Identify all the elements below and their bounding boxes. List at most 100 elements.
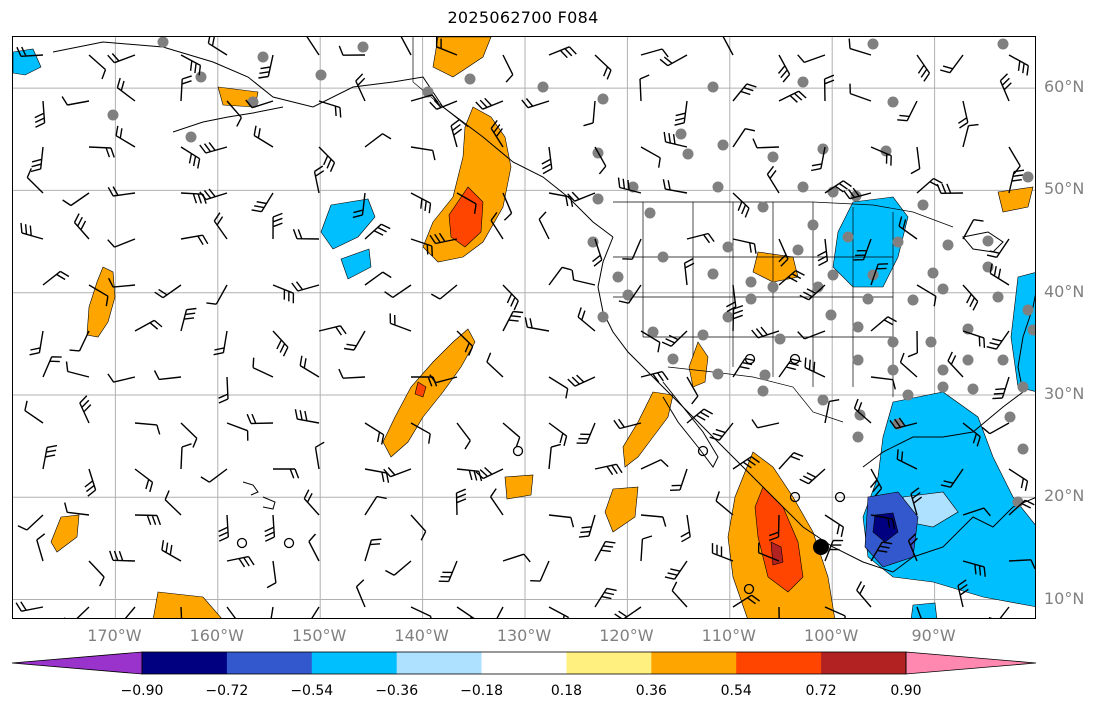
station-dot bbox=[622, 289, 634, 301]
wind-barb bbox=[107, 373, 136, 383]
station-dot bbox=[925, 336, 937, 348]
wind-barb bbox=[797, 54, 826, 64]
wind-barb bbox=[567, 374, 596, 387]
wind-barb bbox=[338, 368, 366, 379]
station-dot bbox=[887, 96, 899, 108]
graticule bbox=[13, 37, 1035, 618]
station-dot bbox=[1012, 496, 1024, 508]
colorbar-segment bbox=[311, 652, 398, 674]
wind-barb bbox=[548, 443, 561, 470]
wind-barb bbox=[799, 284, 826, 301]
wind-barb bbox=[355, 73, 366, 102]
wind-barb bbox=[524, 317, 550, 332]
wind-barb bbox=[364, 495, 387, 516]
coastline-hawaii bbox=[242, 481, 276, 510]
wind-barb bbox=[870, 316, 897, 332]
wind-barbs bbox=[15, 37, 1035, 618]
wind-barb bbox=[502, 284, 519, 311]
wind-barb bbox=[674, 100, 688, 126]
wind-barb bbox=[180, 307, 197, 332]
wind-barb bbox=[385, 560, 412, 576]
wind-barb bbox=[272, 330, 289, 357]
station-dot bbox=[757, 201, 769, 213]
wind-barb bbox=[981, 422, 1010, 435]
wind-barb bbox=[206, 284, 228, 305]
anomaly-region-gulf-peak bbox=[872, 512, 899, 543]
open-station-marker bbox=[834, 491, 846, 503]
wind-barb bbox=[594, 587, 617, 608]
wind-barb bbox=[530, 560, 550, 582]
station-dot bbox=[767, 281, 779, 293]
wind-barb bbox=[686, 232, 715, 244]
wind-barb bbox=[898, 216, 918, 240]
station-dot bbox=[612, 271, 624, 283]
wind-barb bbox=[986, 238, 1010, 258]
coastline-alaska bbox=[52, 41, 614, 238]
colorbar-segment bbox=[821, 652, 907, 674]
station-dot bbox=[817, 394, 829, 406]
wind-barb bbox=[640, 535, 653, 562]
wind-barb bbox=[1008, 468, 1029, 491]
wind-barb bbox=[548, 192, 574, 208]
wind-barb bbox=[711, 543, 734, 562]
station-dot bbox=[827, 269, 839, 281]
anomaly-region-alaska-gulf-west bbox=[13, 48, 42, 76]
wind-barb bbox=[20, 222, 44, 240]
wind-barb bbox=[958, 100, 969, 129]
station-dot bbox=[892, 236, 904, 248]
wind-barb bbox=[364, 271, 392, 286]
wind-barb bbox=[577, 307, 596, 332]
wind-barb bbox=[450, 119, 463, 148]
station-dot bbox=[792, 244, 804, 256]
wind-barb bbox=[824, 606, 846, 618]
station-markers bbox=[107, 37, 1035, 508]
wind-barb bbox=[521, 98, 550, 109]
wind-barb bbox=[578, 514, 596, 538]
wind-barb bbox=[999, 73, 1012, 102]
wind-barb bbox=[640, 459, 669, 470]
wind-barb bbox=[410, 606, 432, 618]
wind-barb bbox=[962, 422, 981, 447]
wind-barb bbox=[594, 54, 612, 80]
wind-barb bbox=[910, 487, 923, 516]
wind-barb bbox=[475, 97, 504, 110]
wind-barb bbox=[88, 284, 109, 307]
wind-barb bbox=[940, 468, 964, 488]
anomaly-region-subtropical-band bbox=[382, 328, 476, 458]
wind-barb bbox=[438, 560, 458, 583]
wind-barb bbox=[294, 409, 320, 424]
wind-barb bbox=[34, 100, 46, 128]
anomaly-region-great-lakes bbox=[997, 186, 1034, 213]
colorbar bbox=[11, 651, 1037, 675]
wind-barb bbox=[26, 168, 44, 194]
wind-barb bbox=[810, 146, 826, 172]
wind-barb bbox=[640, 48, 669, 58]
wind-barb bbox=[109, 550, 136, 562]
station-dot bbox=[185, 131, 197, 143]
open-station-marker bbox=[236, 537, 248, 549]
wind-barb bbox=[778, 358, 802, 378]
longitude-tick-label: 120°W bbox=[599, 626, 654, 645]
station-dot bbox=[797, 76, 809, 88]
wind-barb bbox=[548, 46, 577, 59]
wind-barb bbox=[430, 284, 458, 300]
station-dot bbox=[707, 268, 719, 280]
wind-barb bbox=[709, 422, 734, 441]
wind-barb bbox=[804, 357, 826, 378]
wind-barb bbox=[180, 54, 202, 76]
colorbar-tick-label: 0.54 bbox=[720, 683, 752, 699]
anomaly-region-ne-pacific bbox=[320, 198, 376, 250]
colorbar-tick-label: 0.90 bbox=[890, 683, 922, 699]
anomaly-region-ne-pacific-small bbox=[340, 248, 372, 280]
wind-barb bbox=[571, 270, 596, 286]
wind-barb bbox=[272, 212, 283, 240]
wind-barb bbox=[455, 488, 467, 516]
wind-barb bbox=[303, 489, 320, 516]
colorbar-frame bbox=[141, 651, 907, 675]
wind-barb bbox=[490, 119, 504, 148]
wind-barb bbox=[799, 468, 826, 485]
station-dot bbox=[852, 321, 864, 333]
wind-barb bbox=[848, 38, 872, 56]
wind-barb bbox=[853, 398, 872, 424]
wind-barb bbox=[69, 330, 90, 352]
